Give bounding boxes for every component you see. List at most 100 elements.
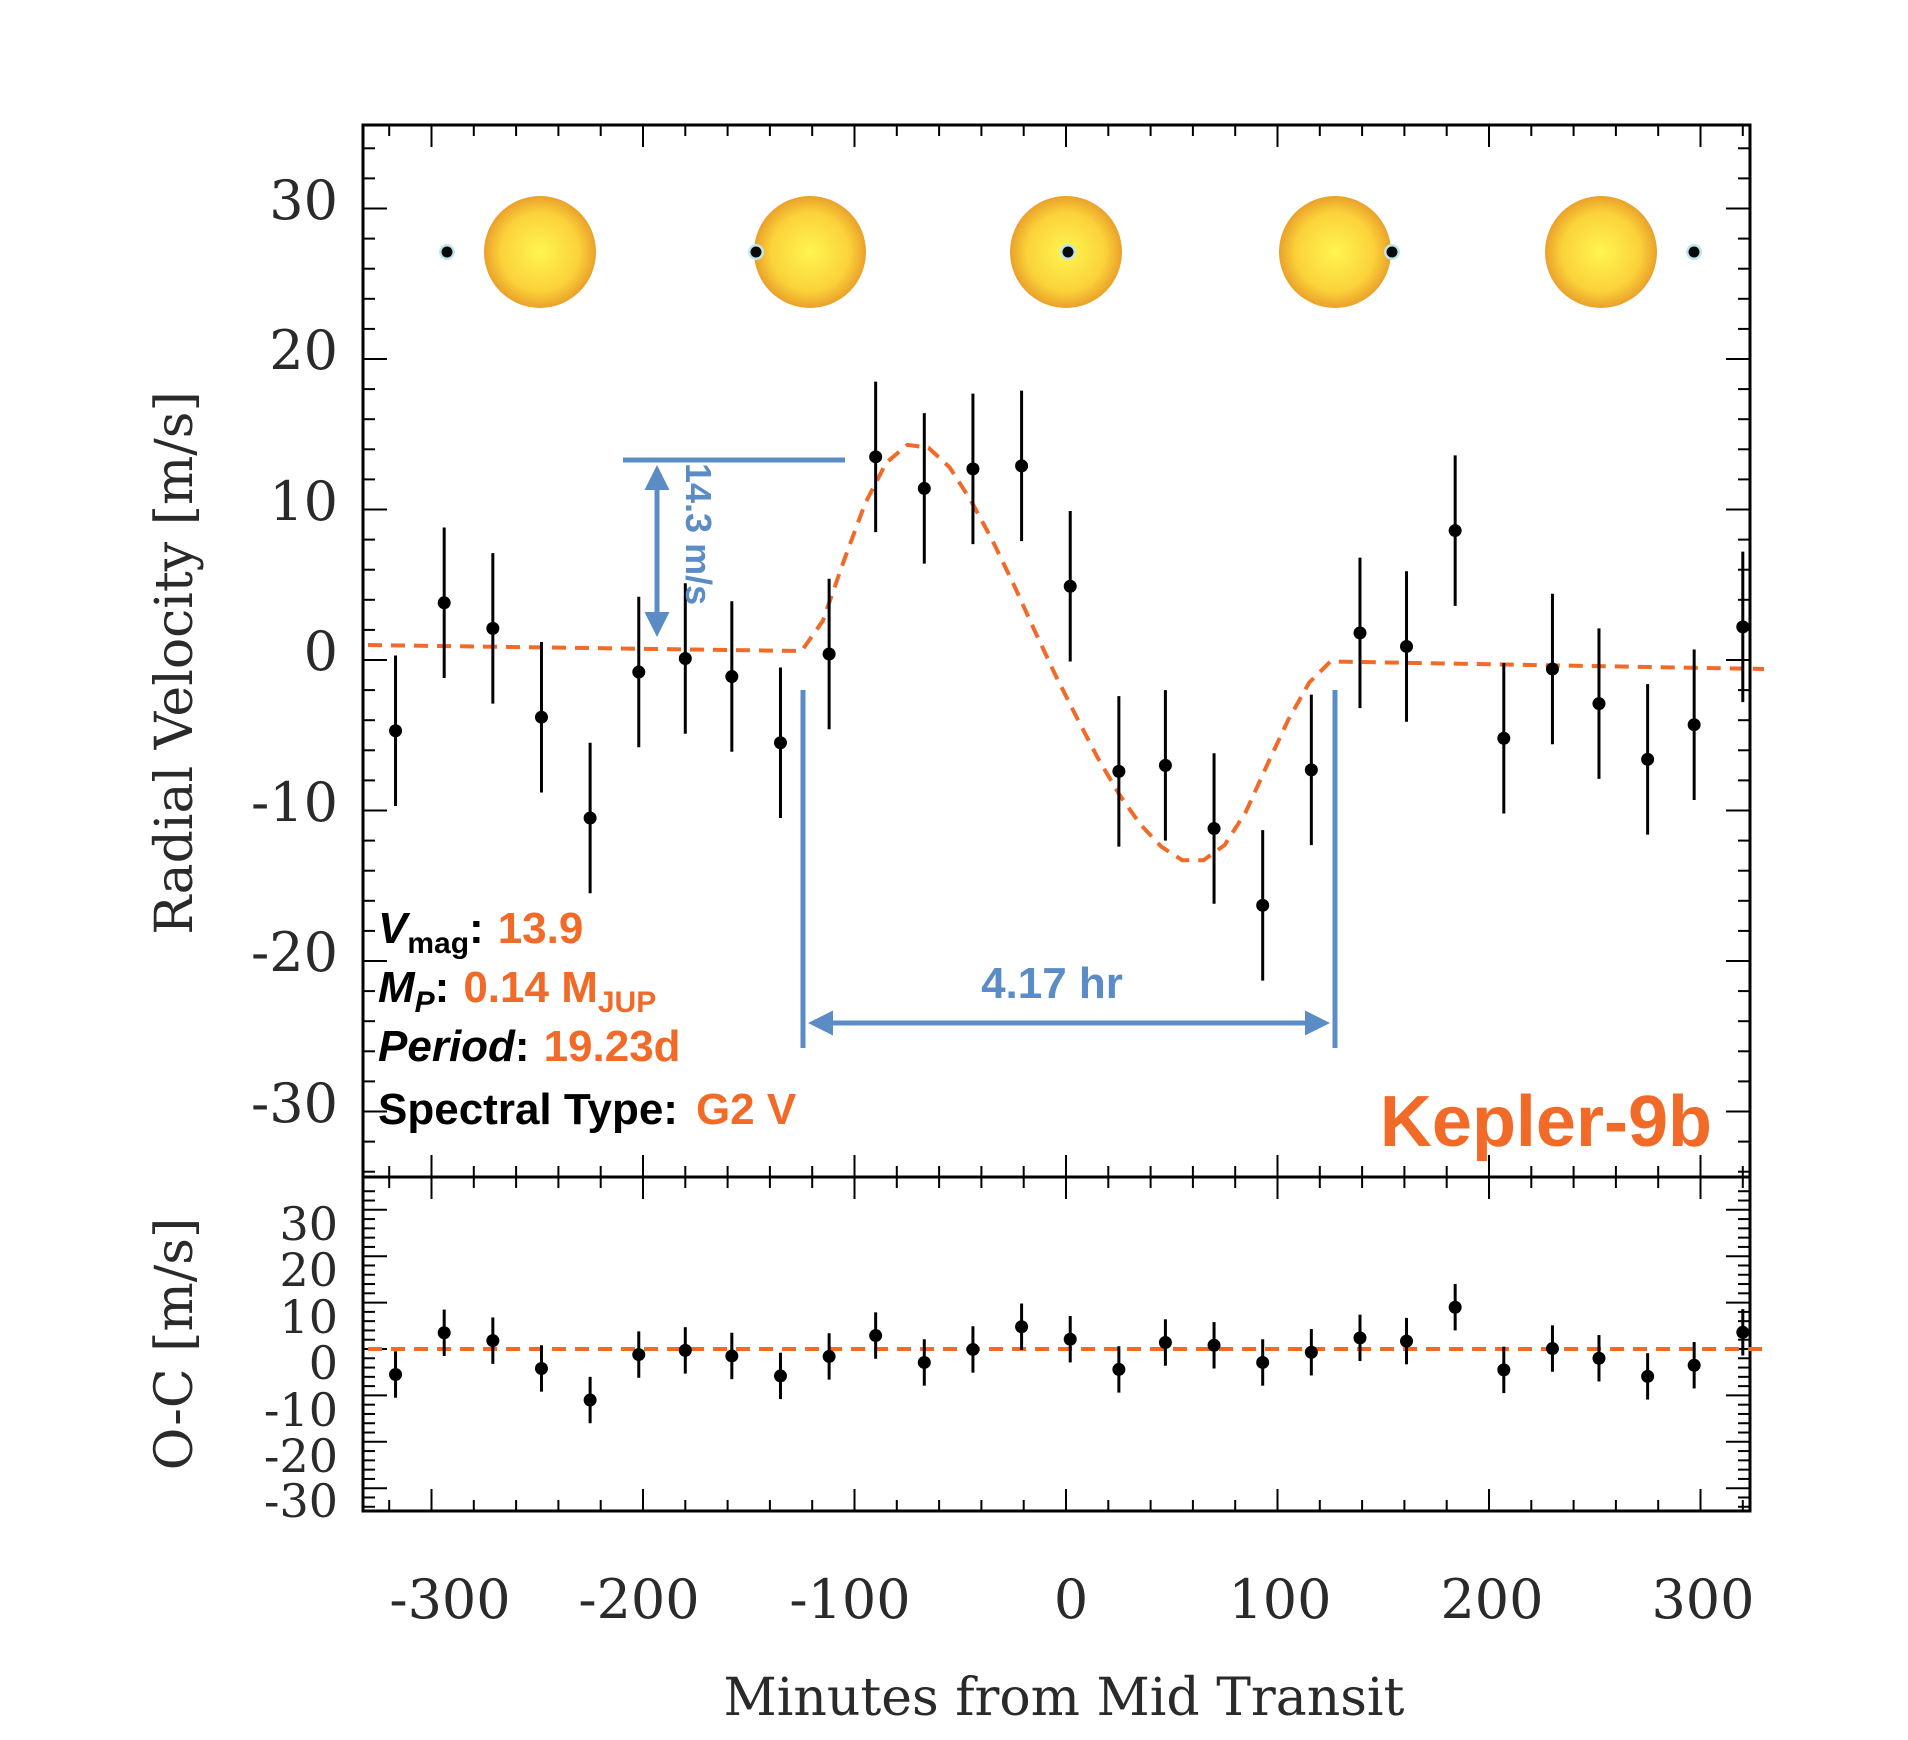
data-point (1400, 639, 1414, 653)
main-y-tick-labels: 30 20 10 0 -10 -20 -30 (251, 169, 338, 1135)
amplitude-label: 14.3 m/s (678, 463, 719, 605)
x-tick-label-neg100: -100 (789, 1568, 910, 1631)
x-tick-label-300: 300 (1651, 1568, 1754, 1631)
info-block: Vmag: 13.9 MP: 0.14 MJUP Period: 19.23d Spe… (378, 904, 797, 1134)
planet-dot (1062, 246, 1074, 258)
data-point (1592, 697, 1606, 711)
data-point (1158, 758, 1172, 772)
data-point (583, 811, 597, 825)
data-point (725, 670, 739, 684)
spectral-colon: : (663, 1085, 678, 1134)
y-tick-label-10: 10 (269, 470, 338, 533)
data-point (632, 665, 646, 679)
data-point (1400, 1334, 1414, 1348)
oc-y-tick-label-10: 10 (279, 1290, 338, 1344)
data-point (822, 647, 836, 661)
data-point (1497, 731, 1511, 745)
spectral-value: G2 V (696, 1085, 797, 1134)
data-point (822, 1349, 836, 1363)
amplitude-annotation: 14.3 m/s (623, 457, 845, 637)
period-key: Period (378, 1022, 516, 1071)
x-tick-labels: -300 -200 -100 0 100 200 300 (389, 1568, 1754, 1631)
data-point (869, 1329, 883, 1343)
data-point (632, 1348, 646, 1362)
data-point (773, 736, 787, 750)
data-point (534, 1361, 548, 1375)
radial-velocity-panel: 30 20 10 0 -10 -20 -30 Radial Velocity [… (145, 123, 1765, 1179)
oc-y-tick-label-neg10: -10 (264, 1383, 338, 1437)
data-point (1256, 1355, 1270, 1369)
data-point (1641, 752, 1655, 766)
oc-y-tick-label-30: 30 (279, 1197, 338, 1251)
y-tick-label-neg20: -20 (251, 921, 338, 984)
oc-y-tick-label-neg20: -20 (264, 1429, 338, 1483)
data-point (1353, 626, 1367, 640)
data-point (1736, 1325, 1750, 1339)
x-tick-label-200: 200 (1440, 1568, 1543, 1631)
data-point (1687, 718, 1701, 732)
spectral-line: Spectral Type: G2 V (378, 1085, 797, 1134)
y-tick-label-neg30: -30 (251, 1072, 338, 1135)
duration-annotation: 4.17 hr (800, 690, 1338, 1048)
spectral-key: Spectral Type (378, 1085, 663, 1134)
planet-dot (1688, 246, 1700, 258)
y-tick-label-20: 20 (269, 319, 338, 382)
data-point (1015, 1320, 1029, 1334)
data-point (1304, 763, 1318, 777)
mass-line: MP: 0.14 MJUP (378, 963, 656, 1019)
x-tick-label-neg200: -200 (578, 1568, 699, 1631)
mass-unit-subscript: JUP (598, 986, 656, 1019)
data-point (1592, 1351, 1606, 1365)
x-tick-label-neg300: -300 (389, 1568, 510, 1631)
data-point (773, 1369, 787, 1383)
data-point (1497, 1363, 1511, 1377)
period-value: 19.23d (544, 1022, 681, 1071)
data-point (486, 621, 500, 635)
data-point (1063, 1332, 1077, 1346)
data-point (437, 1326, 451, 1340)
vmag-value: 13.9 (498, 904, 584, 953)
x-tick-label-0: 0 (1054, 1568, 1088, 1631)
data-point (1112, 1362, 1126, 1376)
planet-dot (1386, 246, 1398, 258)
rv-data-points (389, 381, 1750, 981)
period-colon: : (515, 1022, 530, 1071)
vmag-symbol: V (378, 904, 411, 953)
star-disc (754, 196, 866, 308)
y-tick-label-30: 30 (269, 169, 338, 232)
data-point (437, 596, 451, 610)
data-point (1448, 524, 1462, 538)
planet-dot (441, 246, 453, 258)
rv-model-curve (367, 442, 1765, 863)
data-point (389, 1368, 403, 1382)
data-point (1304, 1345, 1318, 1359)
data-point (1207, 1338, 1221, 1352)
residual-y-tick-labels: 30 20 10 0 -10 -20 -30 (264, 1197, 338, 1528)
oc-y-tick-label-20: 20 (279, 1243, 338, 1297)
star-disc (484, 196, 596, 308)
data-point (389, 724, 403, 738)
data-point (678, 1343, 692, 1357)
main-axis-ticks (363, 125, 1750, 1177)
residual-plot-frame (361, 1175, 1752, 1513)
period-line: Period: 19.23d (378, 1022, 681, 1071)
residual-data-points (389, 1284, 1750, 1424)
data-point (1641, 1369, 1655, 1383)
planet-dot (750, 246, 762, 258)
x-axis-title: Minutes from Mid Transit (724, 1668, 1405, 1728)
mass-subscript: P (415, 986, 436, 1019)
data-point (1448, 1300, 1462, 1314)
duration-label: 4.17 hr (981, 959, 1123, 1008)
planet-name-label: Kepler-9b (1380, 1082, 1712, 1162)
residual-axis-ticks (363, 1177, 1750, 1511)
y-tick-label-neg10: -10 (251, 771, 338, 834)
y-axis-title: Radial Velocity [m/s] (145, 391, 205, 935)
data-point (966, 1342, 980, 1356)
data-point (1545, 1342, 1559, 1356)
data-point (486, 1334, 500, 1348)
data-point (917, 481, 931, 495)
residuals-panel: 30 20 10 0 -10 -20 -30 O-C [m/s] (145, 1175, 1764, 1528)
transit-diagram (439, 196, 1702, 308)
data-point (1015, 459, 1029, 473)
oc-y-tick-label-0: 0 (309, 1336, 338, 1390)
